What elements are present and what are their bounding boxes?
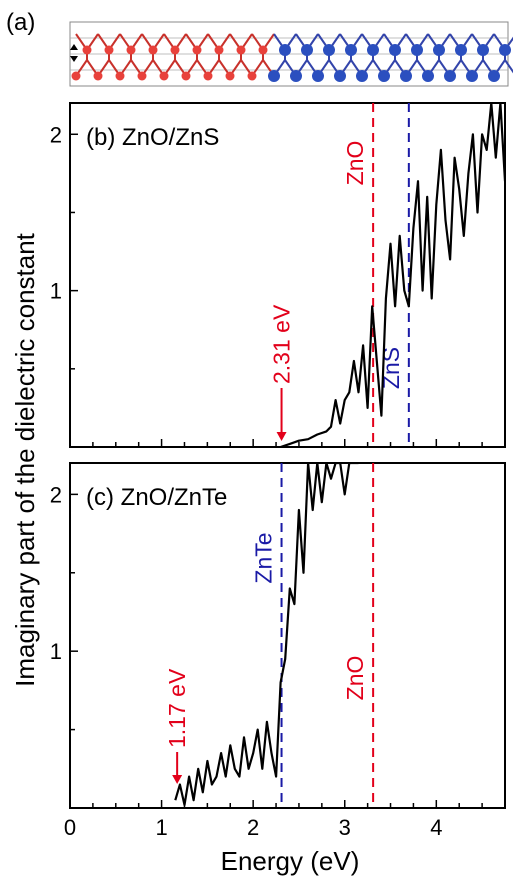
atom bbox=[422, 70, 434, 82]
atom bbox=[203, 71, 213, 81]
atom bbox=[192, 45, 202, 55]
atom bbox=[126, 45, 136, 55]
atom bbox=[214, 45, 224, 55]
atom bbox=[104, 45, 114, 55]
atom bbox=[488, 70, 500, 82]
atom bbox=[170, 45, 180, 55]
annotation-label: 1.17 eV bbox=[164, 668, 190, 748]
atom bbox=[236, 45, 246, 55]
plot-frame bbox=[69, 462, 506, 809]
data-line bbox=[174, 463, 359, 806]
atom bbox=[181, 71, 191, 81]
atom bbox=[444, 70, 456, 82]
panel-label: (c) ZnO/ZnTe bbox=[86, 484, 227, 511]
x-tick-label: 1 bbox=[155, 815, 167, 840]
bond bbox=[504, 59, 513, 74]
panel-c: 0 1 2 3 4 1 2 (c) ZnO/ZnTe ZnTe ZnO 1.17 eV bbox=[50, 462, 506, 840]
y-tick-label: 2 bbox=[50, 482, 62, 507]
atom bbox=[301, 44, 313, 56]
x-axis-title: Energy (eV) bbox=[221, 846, 360, 876]
data-line bbox=[280, 103, 505, 447]
atom bbox=[400, 70, 412, 82]
atom bbox=[477, 44, 489, 56]
atom bbox=[345, 44, 357, 56]
y-tick-label: 1 bbox=[50, 639, 62, 664]
atom bbox=[312, 70, 324, 82]
x-tick-label: 0 bbox=[64, 815, 76, 840]
atom bbox=[499, 44, 511, 56]
atom bbox=[356, 70, 368, 82]
atom bbox=[93, 71, 103, 81]
atom bbox=[258, 45, 268, 55]
y-axis-title: Imaginary part of the dielectric constan… bbox=[10, 232, 40, 687]
atom bbox=[137, 71, 147, 81]
panel-label: (b) ZnO/ZnS bbox=[86, 124, 219, 151]
atom bbox=[279, 44, 291, 56]
atom bbox=[247, 71, 257, 81]
atom bbox=[378, 70, 390, 82]
x-tick-label: 3 bbox=[339, 815, 351, 840]
atom bbox=[389, 44, 401, 56]
reference-line-label: ZnO bbox=[342, 656, 368, 701]
x-tick-label: 2 bbox=[247, 815, 259, 840]
annotation-label: 2.31 eV bbox=[269, 304, 295, 384]
plot-frame bbox=[69, 102, 506, 448]
atom bbox=[268, 70, 280, 82]
atom bbox=[159, 71, 169, 81]
x-tick-label: 4 bbox=[430, 815, 442, 840]
atom bbox=[334, 70, 346, 82]
atom bbox=[115, 71, 125, 81]
atom bbox=[82, 45, 92, 55]
panel-a-label: (a) bbox=[6, 9, 35, 36]
arrow-down-icon bbox=[276, 432, 287, 441]
crystal-structure-illustration bbox=[69, 21, 513, 87]
reference-line-label: ZnO bbox=[342, 141, 368, 186]
atom bbox=[466, 70, 478, 82]
arrow-icon bbox=[70, 44, 78, 62]
atom bbox=[71, 71, 81, 81]
y-tick-label: 1 bbox=[50, 279, 62, 304]
atom bbox=[455, 44, 467, 56]
atom bbox=[225, 71, 235, 81]
arrow-down-icon bbox=[172, 775, 183, 784]
atom bbox=[367, 44, 379, 56]
y-tick-label: 2 bbox=[50, 122, 62, 147]
atom bbox=[433, 44, 445, 56]
atom bbox=[148, 45, 158, 55]
atom bbox=[323, 44, 335, 56]
atom bbox=[411, 44, 423, 56]
reference-line-label: ZnTe bbox=[251, 532, 277, 583]
atom bbox=[290, 70, 302, 82]
